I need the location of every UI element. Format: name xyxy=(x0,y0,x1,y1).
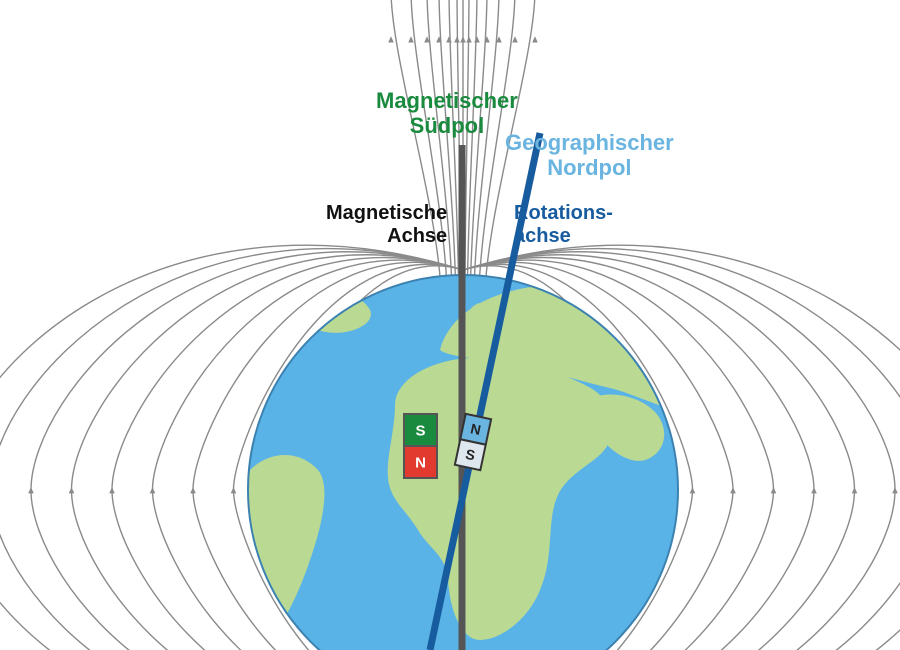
label-magnetic-axis: Magnetische Achse xyxy=(326,202,447,248)
svg-text:S: S xyxy=(415,422,425,439)
label-line: Rotations- xyxy=(514,202,613,224)
label-magnetic-south-pole: Magnetischer Südpol xyxy=(376,88,518,139)
label-line: Nordpol xyxy=(547,155,631,180)
label-line: Geographischer xyxy=(505,130,674,155)
bar-magnet: SN xyxy=(404,414,437,478)
label-line: Achse xyxy=(387,225,447,247)
earth xyxy=(247,275,734,650)
earth-magnetic-field-diagram: SN NS Magnetischer Südpol Geographischer… xyxy=(0,0,900,650)
label-line: Magnetischer xyxy=(376,88,518,113)
label-line: Magnetische xyxy=(326,202,447,224)
label-line: Südpol xyxy=(410,113,485,138)
svg-text:N: N xyxy=(415,454,426,471)
label-line: achse xyxy=(514,225,571,247)
label-geographic-north-pole: Geographischer Nordpol xyxy=(505,130,674,181)
label-rotation-axis: Rotations- achse xyxy=(514,202,613,248)
